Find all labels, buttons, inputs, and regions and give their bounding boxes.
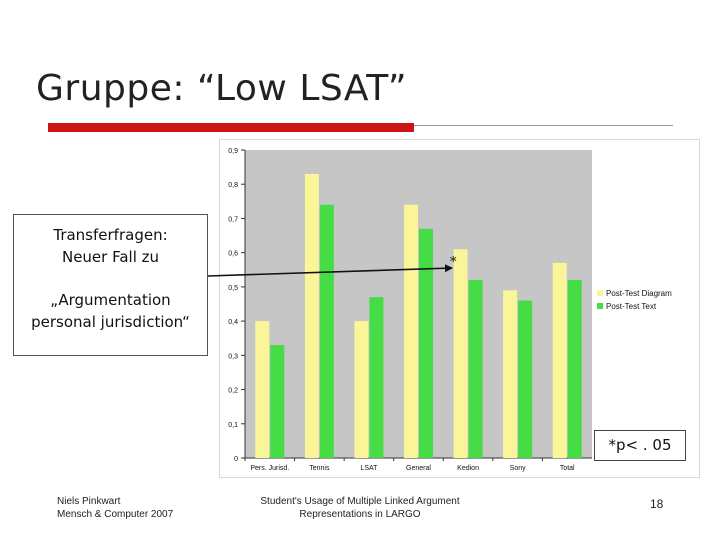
x-tick-label: Sony: [510, 465, 526, 472]
bar: [468, 280, 483, 458]
slide-title: Gruppe: “Low LSAT”: [36, 68, 408, 109]
bar: [369, 297, 384, 458]
x-tick-label: General: [406, 465, 431, 472]
footer-talk-title: Student's Usage of Multiple Linked Argum…: [230, 495, 490, 521]
bar: [552, 262, 567, 458]
callout-line-2: Neuer Fall zu: [61, 248, 160, 266]
y-tick-label: 0,5: [228, 285, 238, 292]
y-tick-label: 0,4: [228, 319, 238, 326]
bar-chart: 0 0,1 0,2 0,3 0,4 0,5 0,6 0,7 0,8 0,9 Pers. Jurisd…: [228, 148, 672, 472]
bar: [567, 280, 582, 458]
y-tick-label: 0,2: [228, 388, 238, 395]
y-tick-label: 0,9: [228, 148, 238, 155]
footer-talk-line-1: Student's Usage of Multiple Linked Argum…: [260, 496, 460, 507]
x-tick-label: LSAT: [360, 465, 378, 472]
callout-line-1: Transferfragen:: [53, 226, 168, 244]
y-tick-label: 0: [234, 456, 238, 463]
callout-line-4: personal jurisdiction“: [31, 313, 190, 331]
footer-talk-line-2: Representations in LARGO: [299, 509, 421, 520]
x-tick-label: Kedion: [457, 465, 479, 472]
x-tick-label: Tennis: [309, 465, 330, 472]
significance-note: *p< . 05: [594, 430, 686, 461]
y-tick-label: 0,3: [228, 353, 238, 360]
y-tick-label: 0,8: [228, 182, 238, 189]
bar: [518, 300, 533, 458]
legend-label: Post-Test Text: [606, 302, 657, 311]
callout-line-3: „Argumentation: [50, 291, 171, 309]
y-tick-label: 0,6: [228, 251, 238, 258]
footer-author-block: Niels Pinkwart Mensch & Computer 2007: [57, 495, 173, 521]
title-accent-bar: [48, 123, 414, 132]
legend-swatch: [597, 290, 603, 296]
footer-venue: Mensch & Computer 2007: [57, 509, 174, 520]
bar: [419, 228, 433, 458]
bar: [304, 173, 319, 458]
legend-label: Post-Test Diagram: [606, 289, 672, 298]
chart-frame: 0 0,1 0,2 0,3 0,4 0,5 0,6 0,7 0,8 0,9 Pers. Jurisd…: [219, 139, 700, 478]
bar: [453, 249, 468, 458]
footer-author: Niels Pinkwart: [57, 496, 121, 507]
y-tick-label: 0,7: [228, 216, 238, 223]
legend-swatch: [597, 303, 603, 309]
bar: [270, 345, 285, 458]
bar: [354, 321, 369, 458]
x-tick-label: Pers. Jurisd.: [250, 465, 289, 472]
bar: [404, 204, 418, 458]
plot-area: [245, 150, 592, 458]
question-callout: Transferfragen: Neuer Fall zu „Argumenta…: [13, 214, 208, 356]
bar: [319, 204, 334, 458]
page-number: 18: [650, 497, 664, 511]
bar: [255, 321, 270, 458]
bar: [503, 290, 518, 458]
x-tick-label: Total: [560, 465, 575, 472]
y-tick-label: 0,1: [228, 422, 238, 429]
